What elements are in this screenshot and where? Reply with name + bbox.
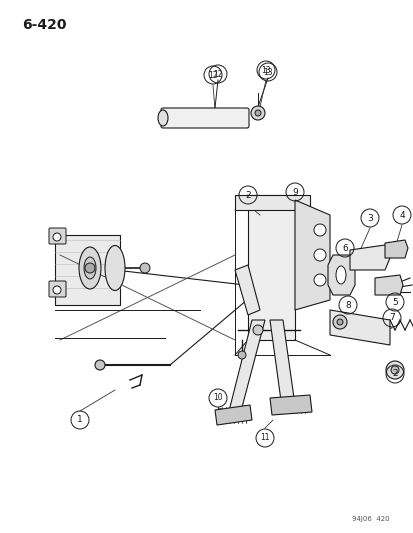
Text: 7: 7 — [388, 313, 394, 322]
Polygon shape — [269, 320, 294, 408]
Text: 6: 6 — [341, 244, 347, 253]
Text: 9: 9 — [292, 188, 297, 197]
Circle shape — [385, 361, 403, 379]
Circle shape — [53, 286, 61, 294]
Text: 13: 13 — [261, 66, 270, 75]
Text: 2: 2 — [391, 369, 397, 378]
Circle shape — [313, 274, 325, 286]
Ellipse shape — [84, 257, 96, 279]
Polygon shape — [329, 310, 389, 345]
Circle shape — [140, 263, 150, 273]
Polygon shape — [327, 255, 354, 295]
Text: 1: 1 — [77, 416, 83, 424]
Polygon shape — [374, 275, 402, 295]
Ellipse shape — [335, 266, 345, 284]
Polygon shape — [294, 200, 329, 310]
Text: 8: 8 — [344, 301, 350, 310]
Polygon shape — [384, 240, 407, 258]
Text: 11: 11 — [260, 433, 269, 442]
Circle shape — [313, 224, 325, 236]
FancyBboxPatch shape — [161, 108, 248, 128]
Polygon shape — [235, 265, 259, 315]
Circle shape — [53, 233, 61, 241]
Ellipse shape — [250, 106, 264, 120]
Text: 5: 5 — [391, 297, 397, 306]
Circle shape — [237, 351, 245, 359]
Polygon shape — [228, 320, 264, 415]
Circle shape — [95, 360, 105, 370]
Circle shape — [390, 366, 398, 374]
Text: 2: 2 — [244, 190, 250, 199]
Circle shape — [85, 263, 95, 273]
Polygon shape — [55, 235, 120, 305]
Polygon shape — [247, 195, 294, 340]
Ellipse shape — [105, 246, 125, 290]
Circle shape — [336, 319, 342, 325]
Text: 3: 3 — [366, 214, 372, 222]
Circle shape — [332, 315, 346, 329]
Polygon shape — [235, 195, 309, 210]
FancyBboxPatch shape — [49, 281, 66, 297]
Circle shape — [313, 249, 325, 261]
Text: 12: 12 — [208, 70, 217, 79]
Text: 4: 4 — [398, 211, 404, 220]
Ellipse shape — [158, 110, 168, 126]
Polygon shape — [214, 405, 252, 425]
Polygon shape — [269, 395, 311, 415]
Text: 6-420: 6-420 — [22, 18, 66, 32]
Polygon shape — [349, 245, 389, 270]
Text: 12: 12 — [213, 69, 222, 78]
Ellipse shape — [254, 110, 260, 116]
Text: 13: 13 — [263, 68, 272, 77]
FancyBboxPatch shape — [49, 228, 66, 244]
Text: 10: 10 — [213, 393, 222, 402]
Circle shape — [252, 325, 262, 335]
Ellipse shape — [79, 247, 101, 289]
Text: 94J06  420: 94J06 420 — [351, 516, 389, 522]
